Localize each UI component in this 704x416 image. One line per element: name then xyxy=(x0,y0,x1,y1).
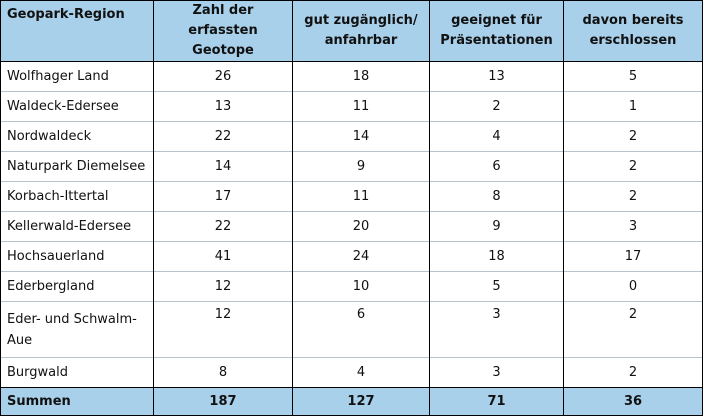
table-header-row: Geopark-Region Zahl der erfassten Geotop… xyxy=(0,0,703,62)
cell-developed: 2 xyxy=(563,181,703,212)
cell-accessible: 20 xyxy=(292,211,430,242)
cell-region: Nordwaldeck xyxy=(0,121,154,152)
cell-developed: 2 xyxy=(563,301,703,358)
cell-accessible: 11 xyxy=(292,91,430,122)
cell-region: Burgwald xyxy=(0,357,154,388)
cell-total-developed: 36 xyxy=(563,387,703,416)
cell-region: Eder- und Schwalm-Aue xyxy=(0,301,154,358)
cell-geotope-count: 26 xyxy=(153,61,293,92)
column-header-region: Geopark-Region xyxy=(0,0,154,62)
cell-suitable: 4 xyxy=(429,121,564,152)
table-row: Waldeck-Edersee 13 11 2 1 xyxy=(0,91,703,122)
table-row: Naturpark Diemelsee 14 9 6 2 xyxy=(0,151,703,182)
cell-developed: 5 xyxy=(563,61,703,92)
column-header-suitable-presentation: geeignet für Präsentationen xyxy=(429,0,564,62)
cell-total-suitable: 71 xyxy=(429,387,564,416)
cell-accessible: 9 xyxy=(292,151,430,182)
cell-developed: 2 xyxy=(563,357,703,388)
cell-accessible: 10 xyxy=(292,271,430,302)
cell-geotope-count: 8 xyxy=(153,357,293,388)
cell-developed: 1 xyxy=(563,91,703,122)
cell-total-geotope-count: 187 xyxy=(153,387,293,416)
cell-accessible: 11 xyxy=(292,181,430,212)
cell-accessible: 4 xyxy=(292,357,430,388)
table-row: Burgwald 8 4 3 2 xyxy=(0,357,703,388)
cell-developed: 2 xyxy=(563,151,703,182)
cell-total-label: Summen xyxy=(0,387,154,416)
cell-geotope-count: 41 xyxy=(153,241,293,272)
cell-region: Ederbergland xyxy=(0,271,154,302)
cell-geotope-count: 17 xyxy=(153,181,293,212)
column-header-geotope-count: Zahl der erfassten Geotope xyxy=(153,0,293,62)
cell-suitable: 2 xyxy=(429,91,564,122)
cell-geotope-count: 14 xyxy=(153,151,293,182)
table-row: Wolfhager Land 26 18 13 5 xyxy=(0,61,703,92)
cell-region: Naturpark Diemelsee xyxy=(0,151,154,182)
cell-suitable: 9 xyxy=(429,211,564,242)
table-row: Korbach-Ittertal 17 11 8 2 xyxy=(0,181,703,212)
table-row: Kellerwald-Edersee 22 20 9 3 xyxy=(0,211,703,242)
cell-region: Kellerwald-Edersee xyxy=(0,211,154,242)
cell-suitable: 3 xyxy=(429,357,564,388)
cell-accessible: 6 xyxy=(292,301,430,358)
cell-accessible: 14 xyxy=(292,121,430,152)
cell-suitable: 5 xyxy=(429,271,564,302)
cell-developed: 3 xyxy=(563,211,703,242)
cell-geotope-count: 22 xyxy=(153,211,293,242)
cell-suitable: 3 xyxy=(429,301,564,358)
cell-region: Korbach-Ittertal xyxy=(0,181,154,212)
column-header-developed: davon bereits erschlossen xyxy=(563,0,703,62)
cell-developed: 0 xyxy=(563,271,703,302)
table-row: Eder- und Schwalm-Aue 12 6 3 2 xyxy=(0,301,703,358)
table-total-row: Summen 187 127 71 36 xyxy=(0,387,703,416)
cell-accessible: 24 xyxy=(292,241,430,272)
cell-total-accessible: 127 xyxy=(292,387,430,416)
cell-geotope-count: 12 xyxy=(153,271,293,302)
cell-developed: 2 xyxy=(563,121,703,152)
cell-accessible: 18 xyxy=(292,61,430,92)
cell-region: Wolfhager Land xyxy=(0,61,154,92)
column-header-accessible: gut zugänglich/ anfahrbar xyxy=(292,0,430,62)
cell-geotope-count: 22 xyxy=(153,121,293,152)
cell-region: Hochsauerland xyxy=(0,241,154,272)
cell-suitable: 8 xyxy=(429,181,564,212)
table-row: Hochsauerland 41 24 18 17 xyxy=(0,241,703,272)
cell-suitable: 6 xyxy=(429,151,564,182)
cell-geotope-count: 13 xyxy=(153,91,293,122)
cell-suitable: 13 xyxy=(429,61,564,92)
cell-region: Waldeck-Edersee xyxy=(0,91,154,122)
table-row: Nordwaldeck 22 14 4 2 xyxy=(0,121,703,152)
cell-developed: 17 xyxy=(563,241,703,272)
cell-geotope-count: 12 xyxy=(153,301,293,358)
table-row: Ederbergland 12 10 5 0 xyxy=(0,271,703,302)
cell-suitable: 18 xyxy=(429,241,564,272)
